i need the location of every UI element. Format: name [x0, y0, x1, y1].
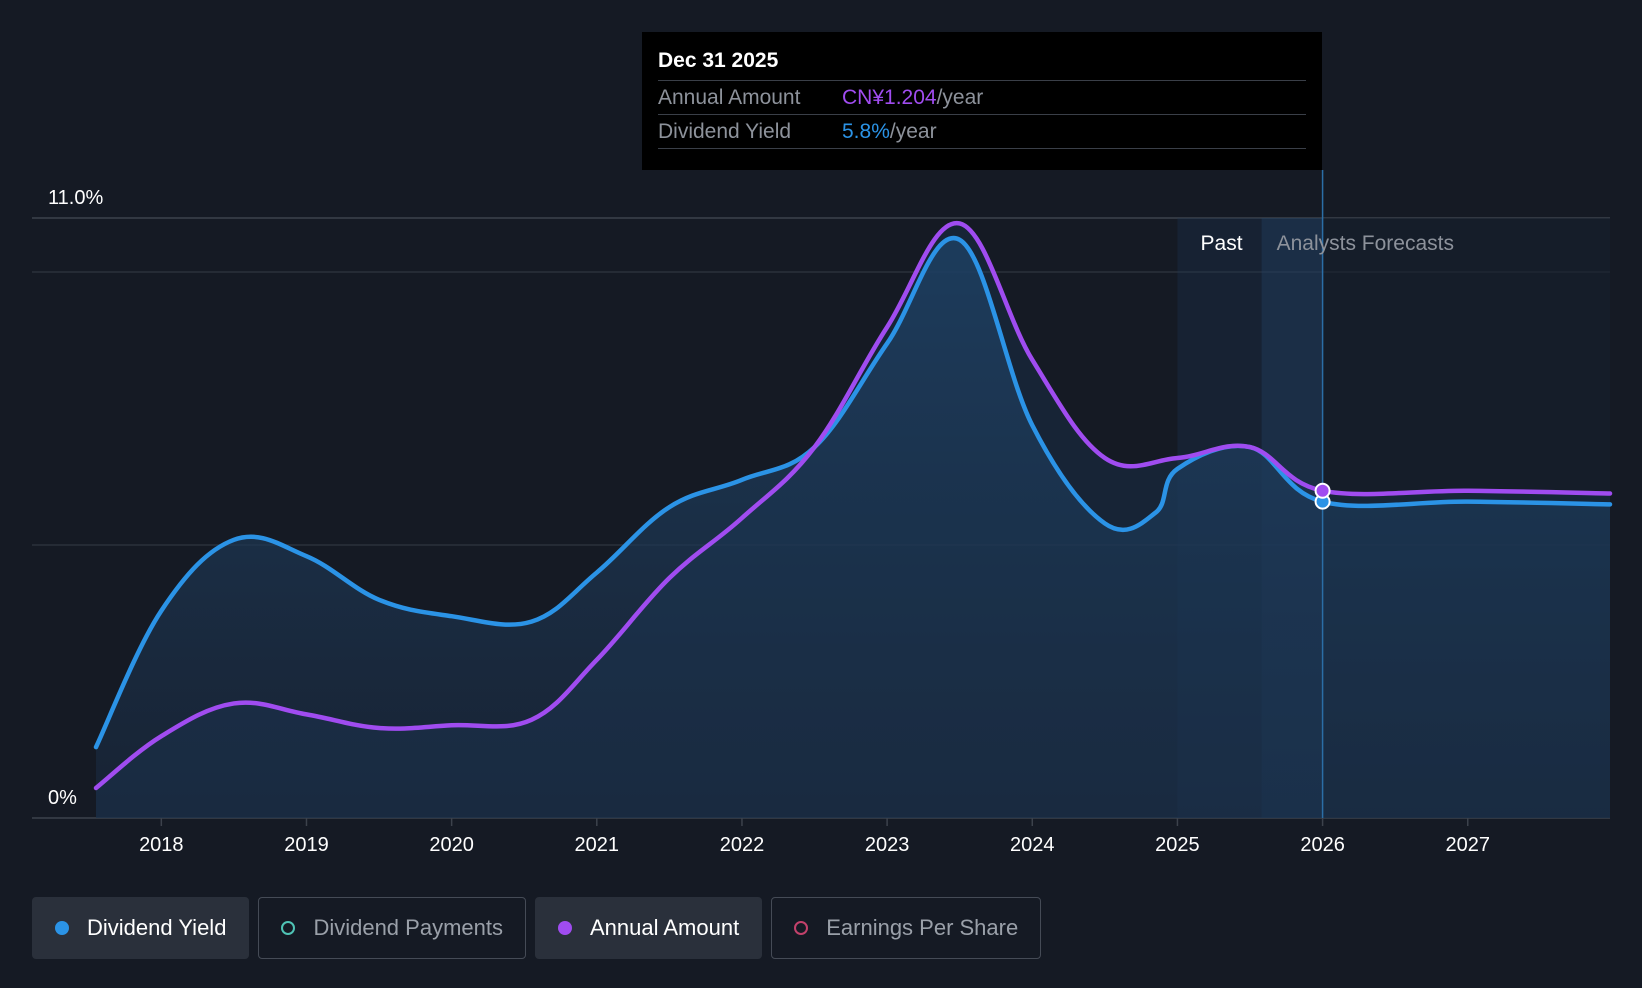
x-tick-label: 2025 — [1155, 834, 1200, 856]
forecast-label: Analysts Forecasts — [1277, 232, 1454, 255]
annual-amount-area — [96, 223, 1610, 818]
annual-amount-line — [93, 221, 1613, 791]
legend-annual-amount-dot-icon — [557, 921, 572, 935]
x-tick-label: 2022 — [720, 834, 765, 856]
past-label: Past — [1201, 232, 1243, 255]
tooltip-yield-value: 5.8% — [842, 120, 890, 143]
legend-dividend-payments[interactable]: Dividend Payments — [258, 897, 526, 959]
legend-dividend-yield-label: Dividend Yield — [87, 915, 227, 940]
tooltip: Dec 31 2025 Annual Amount CN¥1.204/year … — [642, 32, 1322, 170]
legend: Dividend Yield Dividend Payments Annual … — [32, 897, 1042, 959]
tooltip-annual-unit: /year — [936, 86, 984, 109]
legend-dividend-payments-label: Dividend Payments — [313, 915, 503, 940]
legend-dividend-yield[interactable]: Dividend Yield — [32, 897, 250, 959]
tooltip-annual-label: Annual Amount — [658, 86, 801, 109]
legend-earnings-per-share[interactable]: Earnings Per Share — [771, 897, 1042, 959]
tooltip-date: Dec 31 2025 — [658, 46, 1306, 81]
tooltip-annual-row: Annual Amount CN¥1.204/year — [658, 81, 1306, 115]
x-tick-label: 2026 — [1300, 834, 1345, 856]
y-tick-label: 11.0% — [48, 187, 103, 209]
x-tick-label: 2020 — [429, 834, 474, 856]
y-tick-label: 0% — [48, 787, 77, 809]
tooltip-yield-row: Dividend Yield 5.8%/year — [658, 115, 1306, 149]
x-tick-label: 2023 — [865, 834, 910, 856]
legend-annual-amount[interactable]: Annual Amount — [534, 897, 763, 959]
tooltip-yield-label: Dividend Yield — [658, 120, 792, 143]
x-tick-label: 2021 — [575, 834, 620, 856]
legend-earnings-per-share-label: Earnings Per Share — [826, 915, 1019, 940]
x-tick-label: 2019 — [284, 834, 329, 856]
x-tick-label: 2024 — [1010, 834, 1055, 856]
x-tick-label: 2018 — [139, 834, 184, 856]
legend-annual-amount-label: Annual Amount — [589, 915, 740, 940]
tooltip-yield-unit: /year — [889, 120, 937, 143]
legend-earnings-per-share-dot-icon — [794, 921, 809, 935]
dividend-yield-area — [96, 238, 1610, 819]
annual-amount-hover-marker — [1314, 482, 1331, 499]
legend-dividend-payments-dot-icon — [281, 921, 296, 935]
legend-dividend-yield-dot-icon — [55, 921, 69, 935]
x-tick-label: 2027 — [1445, 834, 1490, 856]
tooltip-annual-value: CN¥1.204 — [842, 86, 937, 109]
